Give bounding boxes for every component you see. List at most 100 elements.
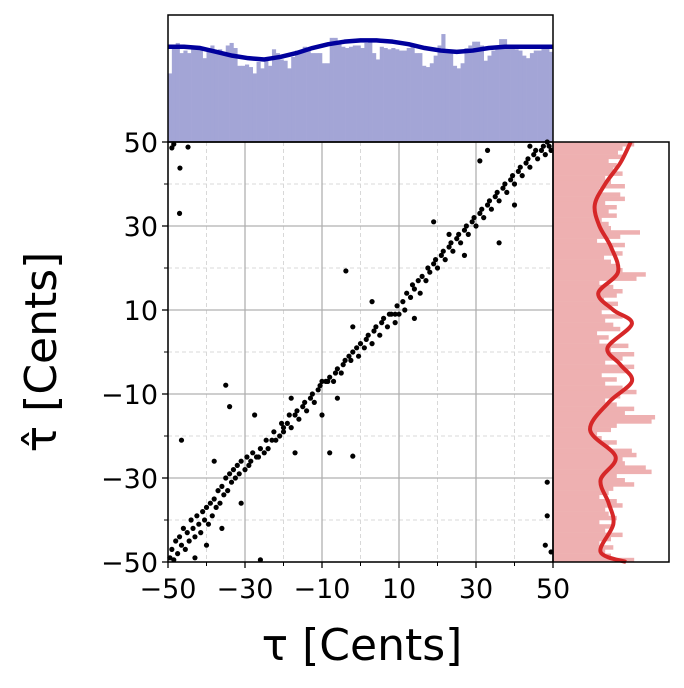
- top-histogram-bar: [433, 55, 438, 142]
- right-histogram-bar: [553, 436, 602, 441]
- scatter-point: [431, 261, 437, 267]
- scatter-point: [346, 353, 352, 359]
- right-histogram-bar: [553, 200, 606, 206]
- scatter-point: [373, 324, 379, 330]
- scatter-point: [402, 307, 408, 313]
- scatter-point: [309, 391, 315, 397]
- scatter-point: [488, 206, 494, 212]
- scatter-point: [440, 248, 446, 254]
- right-histogram-bar: [553, 305, 611, 311]
- top-histogram-bar: [345, 48, 350, 142]
- right-histogram-bar: [553, 431, 598, 437]
- top-histogram-bar: [337, 44, 342, 142]
- top-histogram-bar: [479, 45, 484, 143]
- top-histogram-bar: [522, 55, 527, 142]
- scatter-point: [379, 320, 385, 326]
- scatter-point: [484, 202, 491, 208]
- scatter-point: [361, 345, 367, 351]
- scatter-point: [211, 458, 217, 464]
- scatter-point: [409, 282, 416, 288]
- right-histogram-bar: [553, 167, 614, 172]
- x-tick-label: 10: [382, 574, 416, 605]
- scatter-point: [325, 378, 331, 384]
- scatter-point: [525, 156, 531, 162]
- scatter-point: [196, 521, 202, 527]
- scatter-point: [178, 542, 185, 548]
- top-histogram-bar: [529, 53, 535, 142]
- scatter-point: [423, 278, 429, 284]
- right-histogram-bar: [553, 469, 652, 475]
- right-histogram-bar: [553, 452, 637, 458]
- top-histogram-bar: [252, 73, 257, 142]
- scatter-point: [504, 189, 510, 195]
- scatter-point: [200, 509, 206, 515]
- scatter-point: [496, 198, 502, 204]
- top-histogram-bar: [218, 49, 223, 142]
- scatter-point: [190, 525, 196, 532]
- top-histogram-bar: [194, 49, 200, 142]
- right-histogram-bar: [553, 276, 637, 281]
- top-histogram-bar: [171, 45, 176, 143]
- right-histogram-bar: [553, 226, 611, 231]
- right-histogram-bar: [553, 272, 646, 277]
- top-histogram-bar: [460, 63, 465, 143]
- scatter-point: [330, 378, 337, 384]
- top-histogram-bar: [418, 53, 423, 142]
- scatter-point: [446, 231, 452, 237]
- scatter-point: [180, 525, 186, 532]
- scatter-point: [481, 215, 487, 221]
- right-axes-frame: [552, 141, 670, 563]
- scatter-point: [238, 500, 244, 506]
- top-histogram-bar: [310, 53, 315, 142]
- right-histogram-bar: [553, 457, 623, 462]
- top-histogram-bar: [476, 41, 481, 142]
- top-histogram-bar: [502, 39, 508, 142]
- top-histogram-bar: [168, 73, 173, 142]
- right-histogram-bar: [553, 482, 635, 487]
- x-tick-label: −50: [140, 574, 197, 605]
- scatter-point: [192, 555, 198, 561]
- scatter-point: [223, 382, 229, 388]
- top-histogram-bar: [287, 68, 292, 142]
- right-histogram-bar: [553, 188, 600, 193]
- right-histogram-bar: [553, 368, 629, 374]
- top-histogram-bar: [441, 34, 446, 142]
- y-axis-label: τ̂ [Cents]: [16, 252, 67, 453]
- scatter-point: [461, 227, 468, 233]
- top-histogram-bar: [260, 68, 265, 142]
- top-histogram-bar: [264, 59, 269, 143]
- scatter-point: [269, 437, 275, 443]
- top-histogram-bar: [221, 53, 227, 142]
- scatter-point: [544, 513, 550, 519]
- scatter-point: [227, 404, 233, 410]
- top-histogram-bar: [183, 50, 188, 143]
- top-histogram-bar: [395, 49, 400, 142]
- top-histogram-bar: [225, 45, 230, 143]
- x-tick-label: 30: [459, 574, 493, 605]
- scatter-point: [531, 152, 537, 158]
- scatter-points: [167, 139, 554, 563]
- top-histogram-bar: [198, 48, 203, 142]
- scatter-point: [388, 311, 394, 317]
- top-histogram-bar: [379, 46, 384, 142]
- scatter-point: [477, 158, 483, 164]
- scatter-point: [334, 366, 340, 372]
- y-tick-label: −30: [101, 464, 158, 495]
- scatter-point: [486, 198, 493, 204]
- right-histogram-bar: [553, 142, 635, 147]
- scatter-point: [284, 420, 290, 426]
- scatter-point: [296, 416, 302, 422]
- right-histogram-bar: [553, 280, 600, 286]
- scatter-point: [244, 454, 250, 460]
- scatter-point: [232, 475, 238, 481]
- scatter-point: [203, 504, 210, 510]
- scatter-point: [219, 525, 225, 532]
- right-histogram-bar: [553, 360, 606, 365]
- top-histogram-bar: [248, 67, 253, 142]
- right-histogram-bar: [553, 490, 609, 496]
- scatter-point: [248, 458, 254, 464]
- scatter-point: [350, 349, 356, 355]
- top-histogram-bar: [456, 68, 461, 142]
- scatter-point: [542, 152, 548, 158]
- top-histogram-bar: [352, 45, 357, 143]
